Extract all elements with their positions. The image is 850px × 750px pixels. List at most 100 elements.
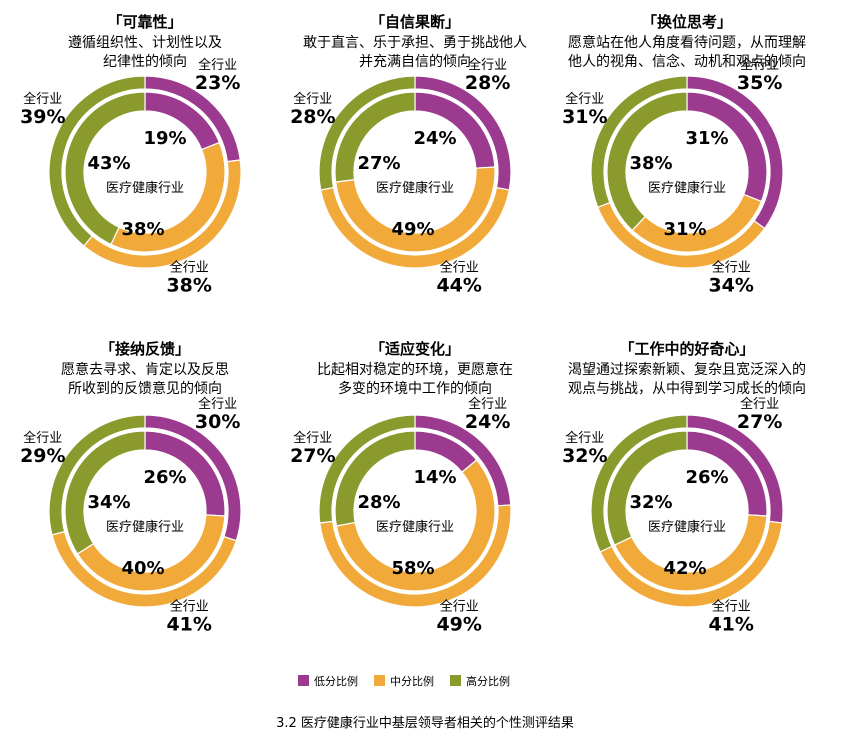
outer-series-label: 全行业 (740, 57, 779, 73)
inner-value-low: 19% (143, 128, 186, 149)
inner-ring-high-segment (606, 91, 688, 232)
chart-description-line: 他人的视角、信念、动机和观点的倾向 (568, 53, 806, 70)
outer-series-label: 全行业 (468, 57, 507, 73)
outer-series-label: 全行业 (440, 598, 479, 614)
outer-value-low: 27% (737, 411, 782, 433)
outer-value-high: 29% (20, 445, 65, 467)
outer-value-mid: 41% (708, 613, 753, 635)
chart-title: 「可靠性」 (107, 13, 182, 31)
inner-value-high: 32% (629, 492, 672, 513)
outer-series-label: 全行业 (565, 91, 604, 107)
chart-description-line: 遵循组织性、计划性以及 (68, 34, 222, 51)
chart-description-line: 比起相对稳定的环境，更愿意在 (317, 361, 513, 378)
chart-title: 「接纳反馈」 (100, 340, 190, 358)
legend-label-high: 高分比例 (466, 674, 510, 688)
inner-value-low: 14% (413, 467, 456, 488)
outer-value-mid: 38% (166, 274, 211, 296)
legend-label-low: 低分比例 (314, 674, 358, 688)
center-label: 医疗健康行业 (648, 180, 726, 196)
legend-label-mid: 中分比例 (390, 674, 434, 688)
chart-description-line: 渴望通过探索新颖、复杂且宽泛深入的 (568, 361, 806, 378)
inner-value-low: 26% (685, 467, 728, 488)
outer-ring-high-segment (48, 75, 146, 247)
chart-description-line: 纪律性的倾向 (103, 54, 187, 70)
donut-chart-3: 「换位思考」愿意站在他人角度看待问题，从而理解他人的视角、信念、动机和观点的倾向… (562, 13, 806, 296)
chart-title: 「适应变化」 (370, 340, 460, 358)
outer-ring-high-segment (590, 414, 688, 553)
inner-value-high: 38% (629, 153, 672, 174)
inner-value-high: 28% (357, 492, 400, 513)
outer-series-label: 全行业 (23, 91, 62, 107)
inner-value-mid: 42% (663, 558, 706, 579)
outer-value-high: 28% (290, 106, 335, 128)
donut-chart-6: 「工作中的好奇心」渴望通过探索新颖、复杂且宽泛深入的观点与挑战，从中得到学习成长… (562, 340, 806, 635)
outer-series-label: 全行业 (170, 598, 209, 614)
outer-value-low: 35% (737, 72, 782, 94)
chart-title: 「换位思考」 (642, 13, 732, 31)
inner-value-mid: 40% (121, 558, 164, 579)
outer-series-label: 全行业 (198, 57, 237, 73)
outer-series-label: 全行业 (198, 396, 237, 412)
inner-value-mid: 38% (121, 219, 164, 240)
center-label: 医疗健康行业 (648, 519, 726, 535)
outer-series-label: 全行业 (712, 259, 751, 275)
outer-series-label: 全行业 (293, 430, 332, 446)
outer-value-mid: 41% (166, 613, 211, 635)
chart-description-line: 并充满自信的倾向 (359, 54, 471, 70)
center-label: 医疗健康行业 (376, 519, 454, 535)
inner-value-low: 24% (413, 128, 456, 149)
outer-value-low: 30% (195, 411, 240, 433)
inner-ring-mid-segment (335, 459, 496, 592)
chart-description-line: 愿意去寻求、肯定以及反思 (61, 361, 229, 378)
outer-ring-high-segment (590, 75, 688, 209)
inner-ring-high-segment (606, 430, 688, 546)
inner-ring-mid-segment (334, 166, 496, 253)
chart-description-line: 观点与挑战，从中得到学习成长的倾向 (568, 380, 806, 397)
inner-value-low: 26% (143, 467, 186, 488)
inner-value-low: 31% (685, 128, 728, 149)
chart-title: 「工作中的好奇心」 (619, 340, 754, 358)
inner-ring-high-segment (64, 430, 146, 555)
legend-swatch-mid (374, 675, 385, 686)
outer-value-high: 27% (290, 445, 335, 467)
chart-description-line: 敢于直言、乐于承担、勇于挑战他人 (303, 34, 527, 51)
outer-ring-high-segment (318, 414, 416, 524)
center-label: 医疗健康行业 (106, 519, 184, 535)
chart-title: 「自信果断」 (370, 13, 460, 31)
outer-value-high: 32% (562, 445, 607, 467)
outer-ring-high-segment (48, 414, 146, 536)
inner-ring-high-segment (334, 430, 416, 527)
outer-series-label: 全行业 (712, 598, 751, 614)
inner-ring-high-segment (64, 91, 146, 246)
chart-description-line: 多变的环境中工作的倾向 (338, 380, 492, 397)
outer-value-mid: 34% (708, 274, 753, 296)
legend: 低分比例 中分比例 高分比例 (298, 674, 510, 688)
outer-value-mid: 49% (436, 613, 481, 635)
outer-ring-high-segment (318, 75, 416, 191)
outer-value-mid: 44% (436, 274, 481, 296)
outer-series-label: 全行业 (565, 430, 604, 446)
legend-swatch-high (450, 675, 461, 686)
center-label: 医疗健康行业 (106, 180, 184, 196)
outer-value-high: 39% (20, 106, 65, 128)
outer-series-label: 全行业 (440, 259, 479, 275)
inner-value-high: 43% (87, 153, 130, 174)
outer-value-low: 24% (465, 411, 510, 433)
center-label: 医疗健康行业 (376, 180, 454, 196)
figure-caption: 3.2 医疗健康行业中基层领导者相关的个性测评结果 (276, 715, 574, 731)
inner-value-mid: 58% (391, 558, 434, 579)
inner-value-mid: 31% (663, 219, 706, 240)
outer-series-label: 全行业 (468, 396, 507, 412)
inner-ring-high-segment (334, 91, 416, 183)
outer-series-label: 全行业 (293, 91, 332, 107)
chart-description-line: 愿意站在他人角度看待问题，从而理解 (568, 34, 806, 51)
chart-description-line: 所收到的反馈意见的倾向 (68, 380, 222, 397)
outer-value-high: 31% (562, 106, 607, 128)
outer-series-label: 全行业 (23, 430, 62, 446)
